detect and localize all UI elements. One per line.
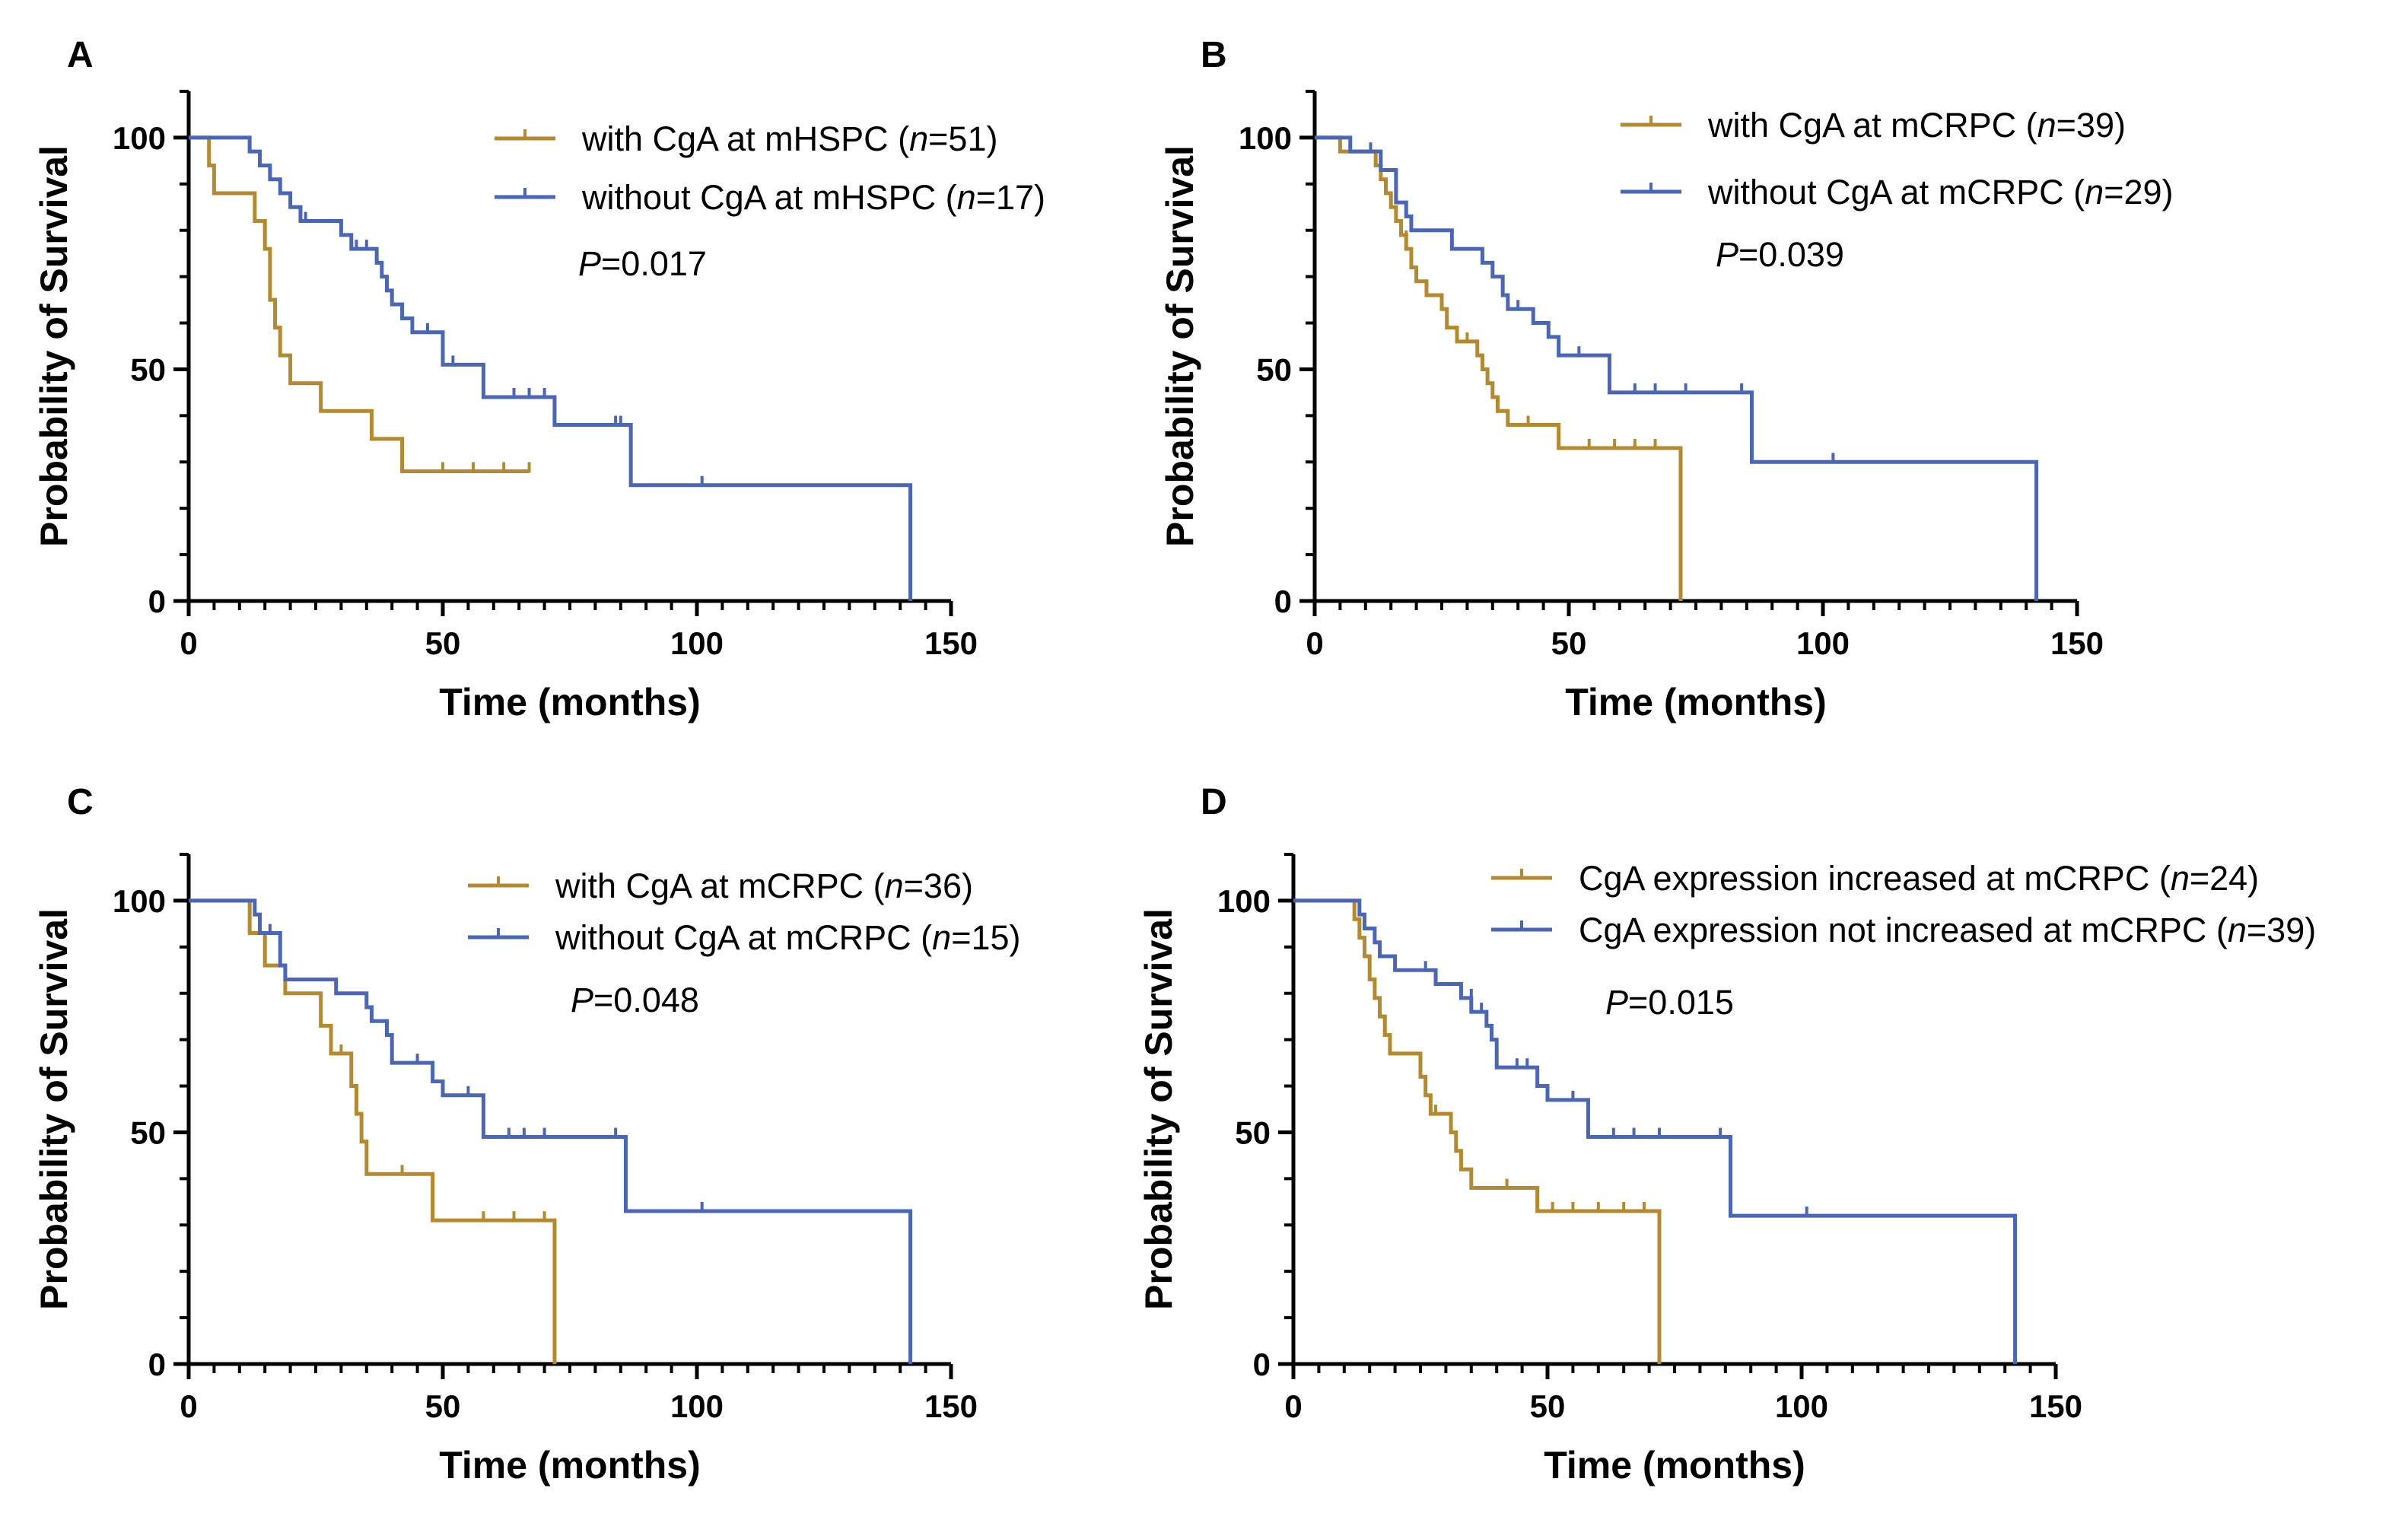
y-tick-label: 100 xyxy=(113,883,166,919)
panel-a: A 0 50 100 150 0 50 100 Time (months) Probability… xyxy=(33,35,1045,723)
y-axis-label: Probability of Survival xyxy=(1159,145,1201,547)
x-tick-label: 100 xyxy=(1796,625,1850,661)
survival-curve xyxy=(189,898,913,1364)
series-without-cga xyxy=(1315,135,2039,601)
legend-entry: with CgA at mHSPC (n=51) xyxy=(495,119,997,158)
legend-label: without CgA at mCRPC (n=15) xyxy=(555,918,1021,957)
p-value: P=0.017 xyxy=(578,244,707,283)
x-axis-label: Time (months) xyxy=(1565,681,1827,723)
x-tick-label: 50 xyxy=(425,1388,461,1424)
panel-letter: C xyxy=(67,782,94,822)
series-with-cga xyxy=(1293,898,1662,1364)
x-tick-label: 0 xyxy=(1284,1388,1302,1424)
legend-label: CgA expression not increased at mCRPC (n… xyxy=(1579,911,2316,949)
survival-curve xyxy=(1315,135,2039,601)
panel-b: B 0 50 100 150 0 50 100 Time (months) Probability… xyxy=(1159,35,2174,723)
y-tick-label: 50 xyxy=(130,351,166,387)
legend-entry: with CgA at mCRPC (n=36) xyxy=(468,866,973,905)
x-tick-label: 50 xyxy=(1551,625,1587,661)
x-tick-label: 100 xyxy=(670,1388,724,1424)
survival-curve xyxy=(189,135,913,601)
y-tick-label: 0 xyxy=(148,583,166,619)
legend-label: without CgA at mHSPC (n=17) xyxy=(581,178,1045,217)
y-tick-label: 0 xyxy=(1253,1347,1271,1382)
x-tick-label: 150 xyxy=(924,625,978,661)
legend-entry: CgA expression not increased at mCRPC (n… xyxy=(1491,911,2316,949)
series-with-cga xyxy=(1315,135,1683,601)
x-tick-label: 150 xyxy=(2029,1388,2082,1424)
x-tick-label: 100 xyxy=(1775,1388,1828,1424)
x-tick-label: 100 xyxy=(670,625,724,661)
panel-letter: A xyxy=(67,35,94,75)
survival-curve xyxy=(189,898,557,1364)
x-tick-label: 150 xyxy=(924,1388,978,1424)
p-value: P=0.015 xyxy=(1605,983,1734,1022)
y-axis-label: Probability of Survival xyxy=(33,908,75,1310)
legend-label: with CgA at mCRPC (n=39) xyxy=(1707,106,2126,145)
x-tick-label: 50 xyxy=(425,625,461,661)
legend-entry: without CgA at mCRPC (n=29) xyxy=(1621,173,2174,211)
panel-c: C 0 50 100 150 0 50 100 Time (months) Probability… xyxy=(33,782,1021,1486)
panel-letter: B xyxy=(1201,35,1227,75)
x-axis-label: Time (months) xyxy=(1544,1444,1805,1486)
series-without-cga xyxy=(189,135,913,601)
survival-curve xyxy=(1315,135,1683,601)
legend-label: with CgA at mHSPC (n=51) xyxy=(581,119,997,158)
legend-entry: without CgA at mCRPC (n=15) xyxy=(468,918,1021,957)
y-tick-label: 100 xyxy=(1217,883,1271,919)
x-tick-label: 50 xyxy=(1530,1388,1566,1424)
series-without-cga xyxy=(1293,898,2018,1364)
y-tick-label: 0 xyxy=(148,1347,166,1382)
legend-entry: without CgA at mHSPC (n=17) xyxy=(495,178,1045,217)
survival-curve xyxy=(189,135,530,473)
x-tick-label: 0 xyxy=(180,1388,197,1424)
series-with-cga xyxy=(189,135,531,473)
y-tick-label: 50 xyxy=(1235,1114,1271,1150)
legend-label: without CgA at mCRPC (n=29) xyxy=(1707,173,2174,211)
legend-label: with CgA at mCRPC (n=36) xyxy=(555,866,973,905)
legend-entry: with CgA at mCRPC (n=39) xyxy=(1621,106,2126,145)
series-with-cga xyxy=(189,898,557,1364)
x-tick-label: 0 xyxy=(1306,625,1323,661)
panel-d: D 0 50 100 150 0 50 100 Time (months) Probability… xyxy=(1137,782,2316,1486)
y-tick-label: 0 xyxy=(1274,583,1292,619)
x-tick-label: 0 xyxy=(180,625,197,661)
p-value: P=0.039 xyxy=(1716,235,1844,274)
legend-entry: CgA expression increased at mCRPC (n=24) xyxy=(1491,859,2259,898)
p-value: P=0.048 xyxy=(571,981,699,1019)
y-tick-label: 50 xyxy=(1256,351,1292,387)
y-tick-label: 100 xyxy=(113,120,166,156)
y-axis-label: Probability of Survival xyxy=(33,145,75,547)
x-axis-label: Time (months) xyxy=(439,1444,701,1486)
survival-curve xyxy=(1293,898,1662,1364)
series-without-cga xyxy=(189,898,913,1364)
y-axis-label: Probability of Survival xyxy=(1137,908,1180,1310)
panel-letter: D xyxy=(1201,782,1227,822)
survival-curve xyxy=(1293,898,2018,1364)
x-tick-label: 150 xyxy=(2050,625,2104,661)
y-tick-label: 50 xyxy=(130,1114,166,1150)
legend-label: CgA expression increased at mCRPC (n=24) xyxy=(1579,859,2259,898)
x-axis-label: Time (months) xyxy=(439,681,701,723)
y-tick-label: 100 xyxy=(1239,120,1292,156)
